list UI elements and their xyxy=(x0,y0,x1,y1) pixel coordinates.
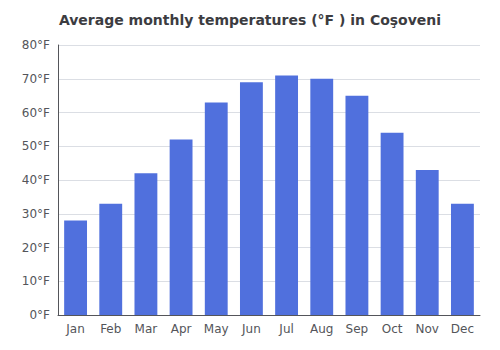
svg-text:Sep: Sep xyxy=(346,322,369,336)
svg-text:60°F: 60°F xyxy=(22,106,50,120)
svg-text:Dec: Dec xyxy=(451,322,474,336)
svg-text:70°F: 70°F xyxy=(22,72,50,86)
svg-text:30°F: 30°F xyxy=(22,207,50,221)
svg-text:May: May xyxy=(204,322,229,336)
svg-text:Jun: Jun xyxy=(241,322,261,336)
svg-text:10°F: 10°F xyxy=(22,274,50,288)
svg-text:Nov: Nov xyxy=(416,322,439,336)
svg-text:Mar: Mar xyxy=(135,322,158,336)
svg-text:Feb: Feb xyxy=(100,322,121,336)
svg-text:Jan: Jan xyxy=(65,322,85,336)
svg-text:50°F: 50°F xyxy=(22,139,50,153)
svg-text:40°F: 40°F xyxy=(22,173,50,187)
svg-text:Aug: Aug xyxy=(310,322,333,336)
svg-text:20°F: 20°F xyxy=(22,241,50,255)
svg-text:80°F: 80°F xyxy=(22,38,50,52)
svg-text:0°F: 0°F xyxy=(29,308,50,322)
svg-text:Oct: Oct xyxy=(382,322,403,336)
svg-text:Average monthly temperatures (: Average monthly temperatures (°F ) in Co… xyxy=(59,12,441,28)
svg-text:Jul: Jul xyxy=(278,322,293,336)
svg-text:Apr: Apr xyxy=(171,322,192,336)
